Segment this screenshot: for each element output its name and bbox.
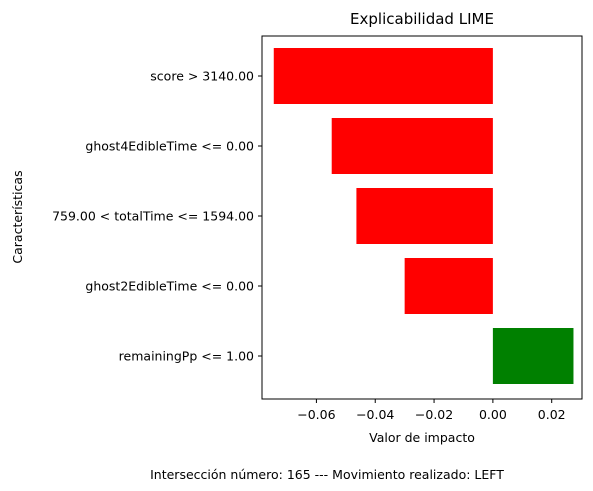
x-tick-label-3: 0.00 (479, 407, 507, 422)
bar-2 (356, 188, 492, 244)
y-tick-label-4: remainingPp <= 1.00 (119, 349, 254, 364)
y-ticks-group: score > 3140.00 ghost4EdibleTime <= 0.00 7… (52, 69, 262, 364)
footer-caption: Intersección número: 165 --- Movimiento … (150, 467, 504, 482)
x-axis-title: Valor de impacto (369, 430, 475, 445)
x-ticks-group: −0.06 −0.04 −0.02 0.00 0.02 (297, 399, 565, 422)
chart-title: Explicabilidad LIME (350, 10, 494, 28)
bar-4 (493, 328, 574, 384)
y-tick-label-3: ghost2EdibleTime <= 0.00 (85, 279, 254, 294)
y-axis-title: Características (10, 170, 25, 263)
x-tick-label-1: −0.04 (356, 407, 394, 422)
x-tick-label-2: −0.02 (415, 407, 453, 422)
x-tick-label-4: 0.02 (538, 407, 566, 422)
x-tick-label-0: −0.06 (297, 407, 335, 422)
y-tick-label-1: ghost4EdibleTime <= 0.00 (85, 139, 254, 154)
y-tick-label-2: 759.00 < totalTime <= 1594.00 (52, 209, 254, 224)
bar-1 (332, 118, 493, 174)
bar-0 (274, 48, 493, 104)
y-tick-label-0: score > 3140.00 (150, 69, 254, 84)
bar-3 (405, 258, 493, 314)
